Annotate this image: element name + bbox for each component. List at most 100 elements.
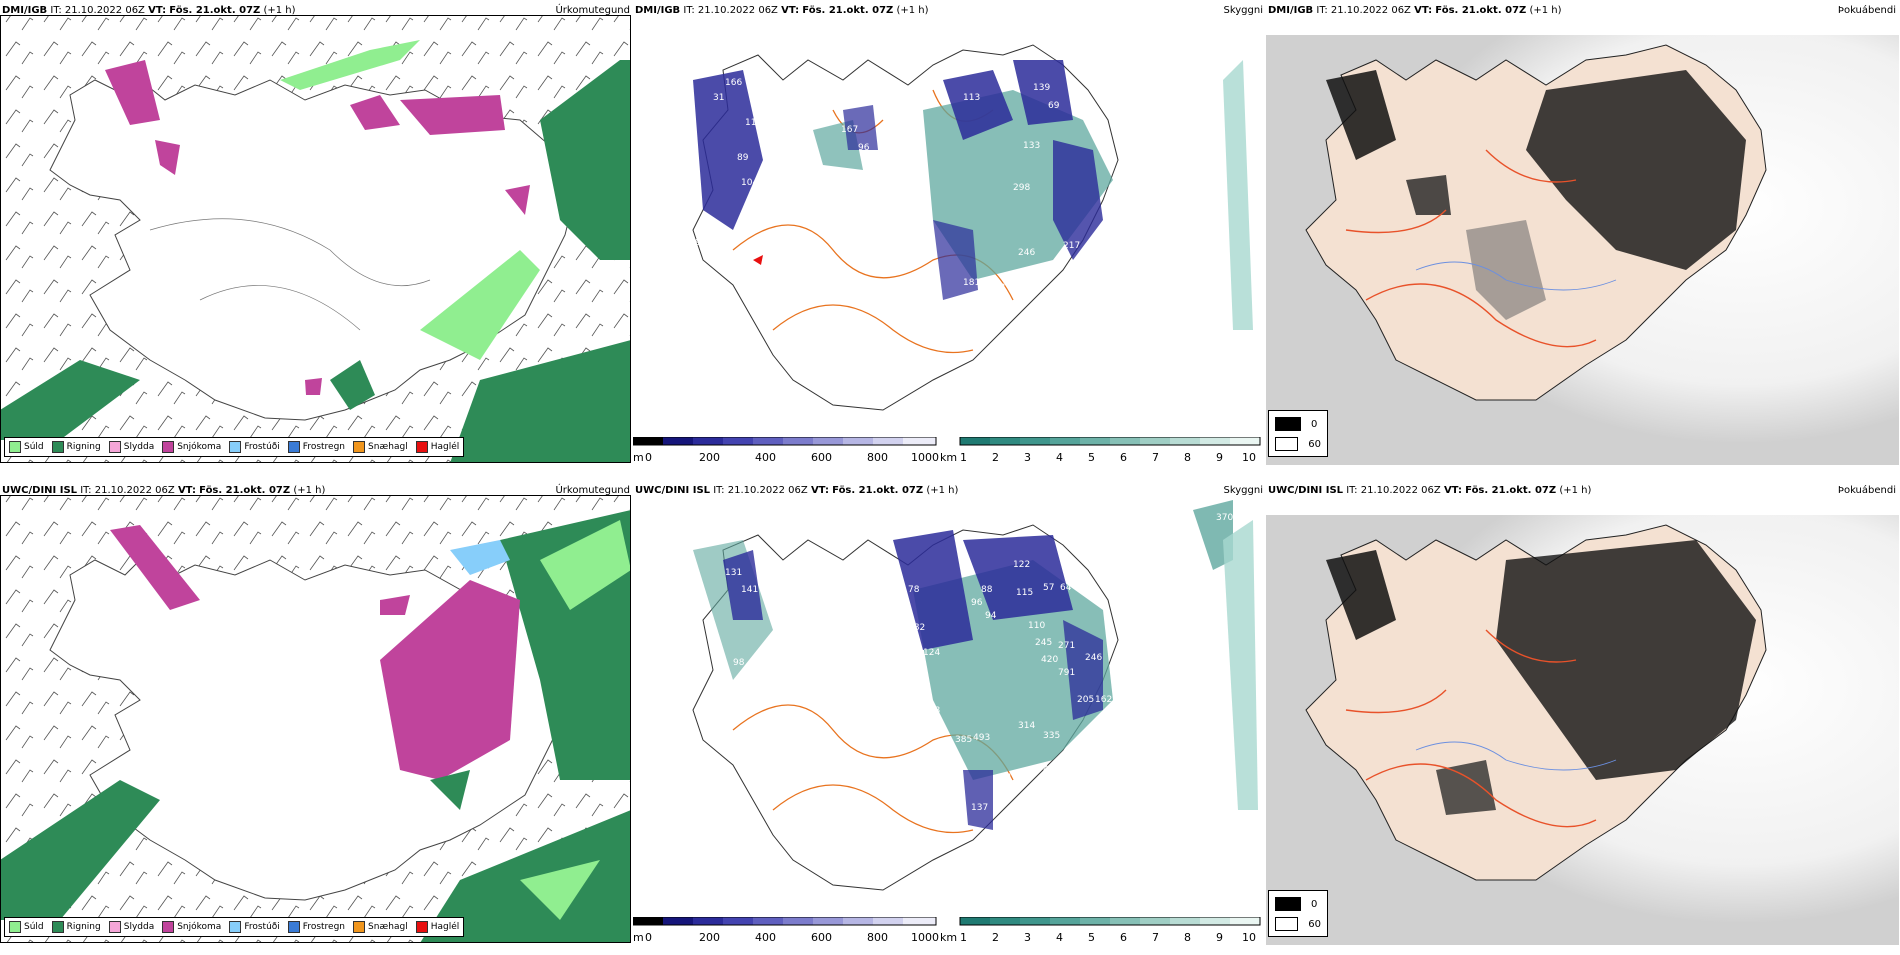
- it-label: IT:: [713, 485, 725, 496]
- cloud-value: 115: [1016, 588, 1033, 598]
- cloud-value-labels: 131 141 78 182 124 88 96 94 122 115 57 6…: [725, 560, 1112, 868]
- scale-unit: km: [940, 451, 958, 464]
- legend-swatch: [108, 921, 121, 933]
- cloud-base-area: [1053, 140, 1103, 260]
- it-label: IT:: [683, 5, 695, 16]
- snow-area: [350, 95, 400, 130]
- it-value: 21.10.2022 06Z: [727, 485, 808, 496]
- legend-swatch: [353, 921, 366, 933]
- cloud-value: 96: [858, 143, 870, 153]
- road-lines: [772, 304, 974, 354]
- cloud-value: 298: [1013, 183, 1030, 193]
- scale-swatch: [723, 917, 753, 925]
- cloud-value: 131: [725, 568, 742, 578]
- scale-unit: m: [633, 931, 644, 944]
- legend-item: Haglél: [415, 921, 460, 933]
- fog-dark-area: [1526, 70, 1746, 270]
- legend-label: Frostregn: [302, 922, 346, 932]
- legend-item: Frostregn: [287, 441, 346, 453]
- snow-area: [105, 60, 160, 125]
- legend-swatch: [51, 441, 64, 453]
- cloud-value: 499: [1043, 765, 1060, 775]
- legend-label: Súld: [24, 442, 44, 452]
- scale-tick: 0: [645, 931, 652, 944]
- scale-tick: 600: [811, 931, 832, 944]
- drizzle-area: [540, 520, 631, 610]
- visibility-colorbar: km 1 2 3 4 5 6 7 8 9 10: [940, 437, 1270, 467]
- cloud-base-colorbar: m 0 200 400 600 800 1000: [633, 917, 939, 947]
- cloud-value: 181: [963, 278, 980, 288]
- scale-swatch: [783, 437, 813, 445]
- panel-title: Þokuábendi: [1837, 5, 1896, 16]
- scale-swatch: [990, 917, 1020, 925]
- cloud-base-area: [943, 70, 1013, 140]
- vt-label: VT:: [810, 485, 829, 496]
- cloud-value: 141: [741, 585, 758, 595]
- fog-legend: 0 60: [1268, 410, 1328, 457]
- cloud-value: 88: [981, 585, 993, 595]
- scale-swatch: [633, 917, 663, 925]
- scale-swatch: [960, 917, 990, 925]
- map-frame: [0, 495, 631, 943]
- scale-swatch: [663, 917, 693, 925]
- cloud-value: 78: [908, 585, 920, 595]
- panel-title: Úrkomutegund: [555, 485, 630, 496]
- legend-item: Frostúði: [229, 921, 280, 933]
- it-value: 21.10.2022 06Z: [1330, 5, 1411, 16]
- cloud-value: 370: [1216, 513, 1233, 523]
- cloud-value: 122: [878, 728, 895, 738]
- scale-swatch: [753, 917, 783, 925]
- legend-label: Rigning: [66, 922, 101, 932]
- cloud-value: 94: [985, 611, 997, 621]
- vt-value: Fös. 21.okt. 07Z: [1465, 485, 1557, 496]
- scale-unit: m: [633, 451, 644, 464]
- cloud-value: 21: [1001, 773, 1012, 783]
- cloud-value: 208: [923, 706, 940, 716]
- cloud-value: 314: [1018, 721, 1035, 731]
- fog-dark-area: [1436, 760, 1496, 815]
- cloud-base-area: [1063, 620, 1103, 720]
- scale-swatch: [843, 437, 873, 445]
- scale-tick: 800: [867, 931, 888, 944]
- scale-tick: 8: [1184, 451, 1191, 464]
- road-lines: [1365, 763, 1597, 828]
- cloud-value: 176: [1053, 288, 1070, 298]
- scale-tick: 400: [755, 451, 776, 464]
- cloud-value: 493: [973, 733, 990, 743]
- cloud-value: 31: [713, 93, 724, 103]
- legend-label: Frostregn: [302, 442, 346, 452]
- cloud-base-area: [893, 530, 973, 650]
- scale-swatch: [783, 917, 813, 925]
- rain-area: [420, 810, 631, 943]
- panel-header: UWC/DINI ISL IT: 21.10.2022 06Z VT: Fös.…: [1268, 485, 1591, 496]
- cloud-value: 64: [1060, 583, 1072, 593]
- cloud-value: 246: [1085, 653, 1102, 663]
- road-lines: [1345, 149, 1577, 234]
- scale-tick: 1000: [911, 451, 939, 464]
- cloud-base-area: [843, 105, 878, 150]
- legend-label: Haglél: [430, 922, 460, 932]
- fog-dark-area: [1326, 70, 1396, 160]
- legend-swatch: [1275, 897, 1301, 911]
- scale-swatch: [960, 437, 990, 445]
- rain-area: [0, 780, 160, 920]
- vt-value: Fös. 21.okt. 07Z: [802, 5, 894, 16]
- scale-swatch: [813, 437, 843, 445]
- scale-swatch: [873, 437, 903, 445]
- legend-item: Snæhagl: [353, 441, 408, 453]
- scale-tick: 1: [960, 931, 967, 944]
- legend-label: Snæhagl: [368, 922, 408, 932]
- fog-dark-area: [1326, 550, 1396, 640]
- road-lines: [772, 784, 974, 834]
- precip-map: [0, 496, 631, 943]
- fog-map: [1266, 35, 1899, 465]
- legend-swatch: [162, 921, 175, 933]
- snow-area: [305, 378, 322, 395]
- scale-tick: 1000: [911, 931, 939, 944]
- cloud-value: 271: [1058, 641, 1075, 651]
- vt-label: VT:: [1414, 5, 1433, 16]
- river-lines: [1415, 261, 1617, 291]
- scale-tick: 6: [1120, 931, 1127, 944]
- scale-swatch: [723, 437, 753, 445]
- forecast-offset: (+1 h): [1529, 5, 1562, 16]
